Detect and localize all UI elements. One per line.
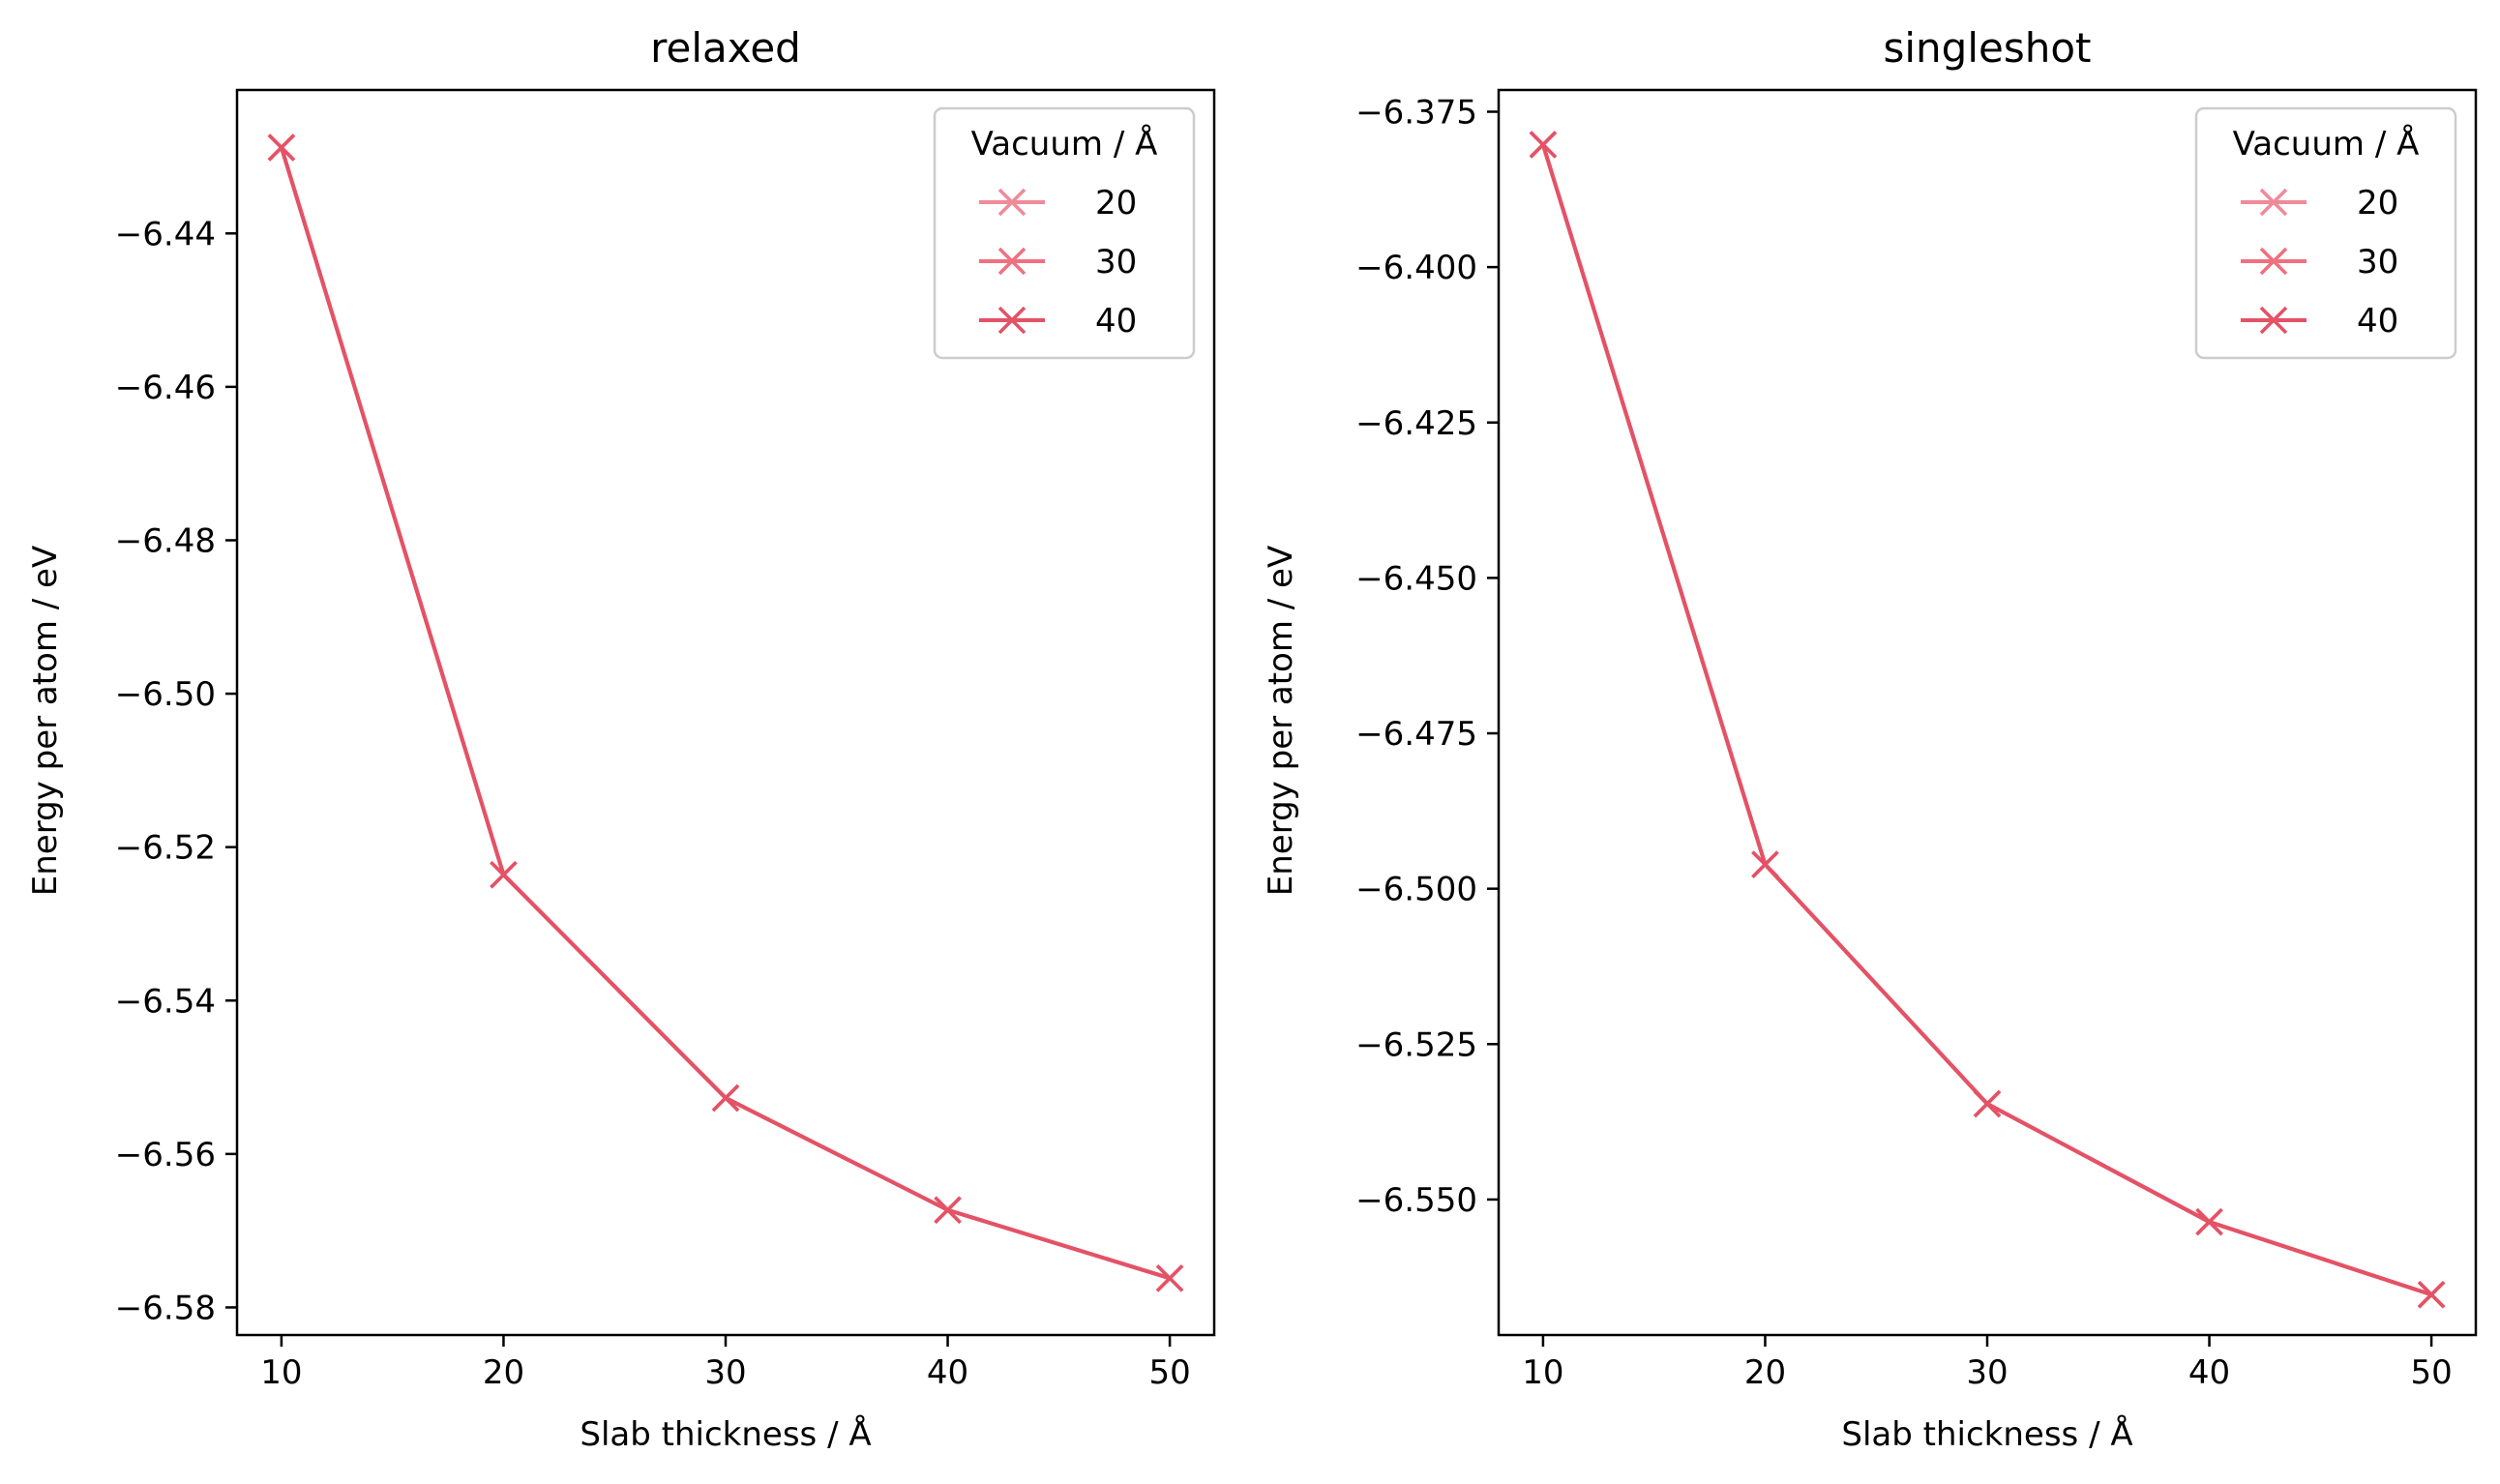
y-tick-label: −6.525 (1355, 1025, 1477, 1064)
legend-marker (2259, 306, 2288, 335)
data-point (490, 860, 518, 889)
legend-title: Vacuum / Å (971, 124, 1158, 163)
legend-label: 40 (2357, 302, 2398, 341)
legend-marker (2259, 247, 2288, 276)
y-tick-label: −6.56 (115, 1136, 216, 1174)
legend[interactable]: Vacuum / Å 20 30 40 (2194, 106, 2457, 360)
data-point (934, 1196, 962, 1224)
legend-marker (997, 247, 1027, 276)
x-tick-label: 10 (1522, 1353, 1563, 1392)
data-point (1529, 131, 1558, 159)
y-tick-label: −6.46 (115, 369, 216, 407)
legend-label: 30 (2357, 243, 2398, 282)
x-tick-label: 50 (1148, 1353, 1190, 1392)
x-tick-label: 40 (927, 1353, 968, 1392)
legend-marker (2259, 188, 2288, 217)
legend-entry: 30 (979, 243, 1137, 282)
y-tick-label: −6.425 (1355, 404, 1477, 443)
plot-area: 10 20 30 40 50 −6.44 −6.46 −6.48 −6.50 −6.52 −6.54… (115, 134, 1191, 1392)
plot-area: 10 20 30 40 50 −6.375 −6.400 −6.425 −6.450 −6.475… (1355, 93, 2453, 1392)
x-axis-label: Slab thickness / Å (580, 1414, 871, 1454)
legend-entry: 30 (2241, 243, 2398, 282)
series-40 (1529, 131, 2446, 1309)
chart-title: singleshot (1883, 24, 2091, 72)
y-tick-label: −6.400 (1355, 249, 1477, 287)
legend-entry: 20 (2241, 184, 2398, 223)
y-tick-label: −6.475 (1355, 715, 1477, 754)
y-tick-label: −6.54 (115, 982, 216, 1021)
x-tick-label: 20 (1744, 1353, 1786, 1392)
legend-entry: 40 (2241, 302, 2398, 341)
legend-entry: 40 (979, 302, 1137, 341)
legend-label: 30 (1095, 243, 1137, 282)
data-point (2195, 1207, 2223, 1236)
legend-box (933, 106, 1196, 360)
legend-label: 20 (2357, 184, 2398, 223)
data-point (1155, 1264, 1184, 1292)
y-tick-label: −6.50 (115, 675, 216, 714)
y-axis-label: Energy per atom / eV (26, 546, 65, 896)
y-axis-label: Energy per atom / eV (1262, 546, 1300, 896)
y-tick-label: −6.450 (1355, 559, 1477, 598)
y-tick-label: −6.44 (115, 215, 216, 253)
legend-label: 20 (1095, 184, 1137, 223)
data-point (2417, 1280, 2446, 1309)
data-point (1973, 1089, 2002, 1118)
x-axis-label: Slab thickness / Å (1841, 1414, 2132, 1454)
plot-frame (1497, 88, 2478, 1337)
chart-panel-relaxed: relaxed Slab thickness / Å Energy per at… (26, 24, 1216, 1454)
data-point (267, 134, 296, 162)
y-tick-label: −6.58 (115, 1289, 216, 1327)
y-tick-label: −6.52 (115, 829, 216, 868)
x-tick-label: 30 (704, 1353, 746, 1392)
data-point (1751, 850, 1779, 878)
legend[interactable]: Vacuum / Å 20 30 40 (933, 106, 1196, 360)
y-tick-label: −6.500 (1355, 871, 1477, 909)
plot-frame (235, 88, 1216, 1337)
x-tick-label: 50 (2410, 1353, 2452, 1392)
y-tick-label: −6.550 (1355, 1181, 1477, 1220)
x-tick-label: 40 (2188, 1353, 2230, 1392)
y-tick-label: −6.48 (115, 521, 216, 560)
x-tick-label: 30 (1966, 1353, 2008, 1392)
x-tick-label: 10 (260, 1353, 302, 1392)
legend-marker (997, 188, 1027, 217)
legend-title: Vacuum / Å (2233, 124, 2420, 163)
legend-entry: 20 (979, 184, 1137, 223)
x-tick-label: 20 (483, 1353, 524, 1392)
chart-title: relaxed (650, 24, 801, 72)
data-point (711, 1083, 740, 1113)
legend-label: 40 (1095, 302, 1137, 341)
legend-box (2194, 106, 2457, 360)
series-40 (267, 134, 1184, 1292)
legend-marker (997, 306, 1027, 335)
chart-panel-singleshot: singleshot Slab thickness / Å Energy per… (1262, 24, 2478, 1454)
y-tick-label: −6.375 (1355, 93, 1477, 132)
